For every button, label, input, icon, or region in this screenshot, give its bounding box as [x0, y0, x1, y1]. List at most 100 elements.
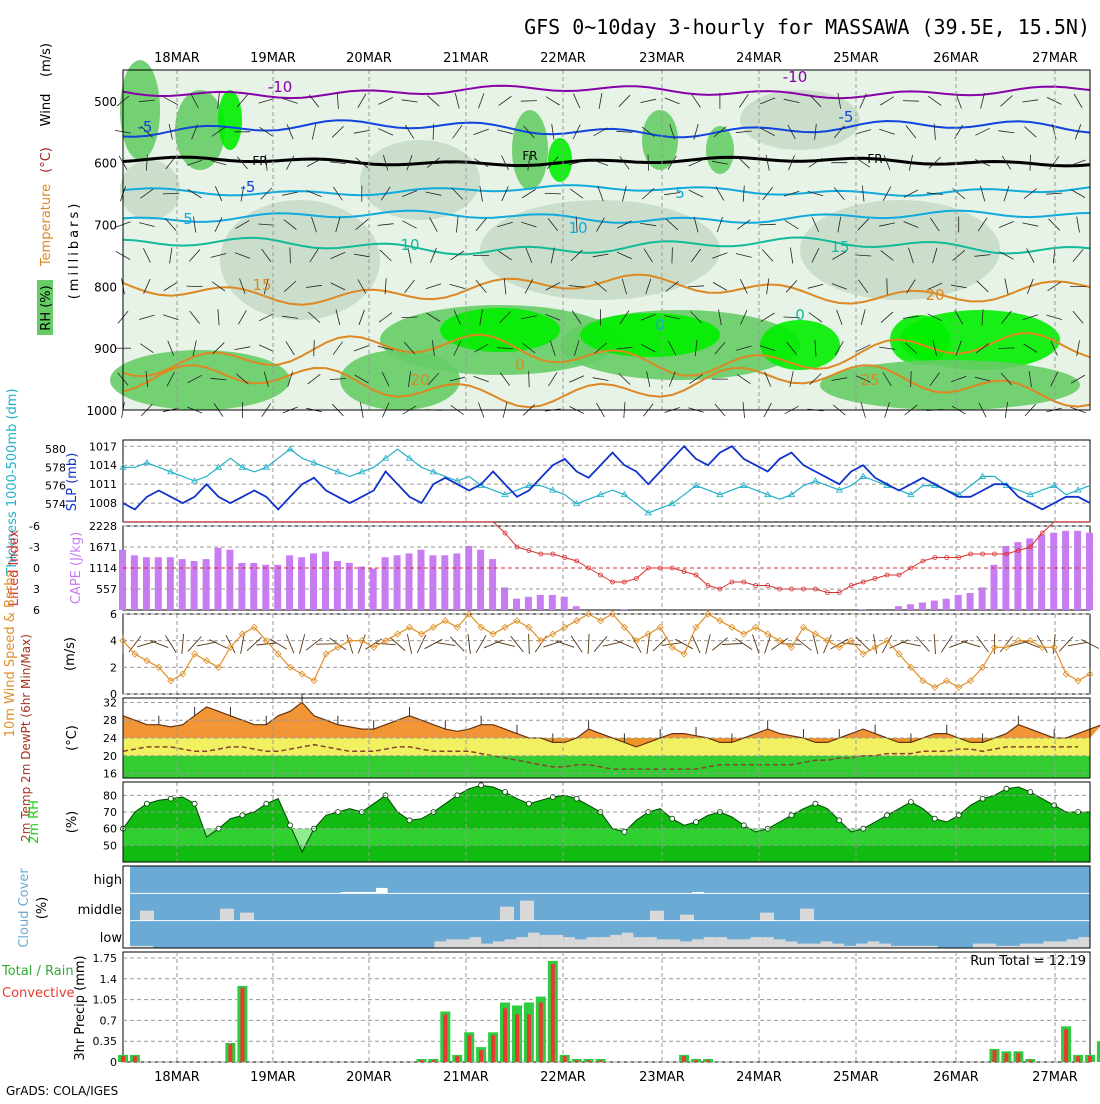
cloud-low-block: [446, 939, 458, 948]
upper-ylabel-millibars: (millibars): [67, 201, 82, 300]
cape-bar: [226, 550, 233, 610]
precip-conv-bar: [1076, 1056, 1080, 1062]
pressure-level-800: 800: [94, 280, 117, 294]
cape-bar: [477, 550, 484, 610]
cape-bar: [967, 593, 974, 610]
cloud-low-block: [879, 944, 891, 948]
li-tick--3: -3: [29, 541, 40, 554]
cape-bar: [167, 557, 174, 610]
cape-bar: [298, 557, 305, 610]
upper-wind-barb: [187, 286, 203, 287]
cape-bar: [250, 563, 257, 610]
precip-conv-bar: [228, 1044, 232, 1062]
wind10-barb: [197, 642, 217, 646]
rh-region-2: [218, 90, 242, 150]
rh2m-point: [622, 830, 627, 835]
chart-title: GFS 0~10day 3-hourly for MASSAWA (39.5E,…: [524, 15, 1090, 39]
cape-tick-1671: 1671: [89, 541, 117, 554]
cloud-low-block: [832, 944, 844, 948]
cloud-mid-block-8: [800, 909, 814, 921]
date-top-20MAR: 20MAR: [346, 51, 392, 66]
wind10-barb: [468, 634, 470, 654]
rh-region-12: [440, 308, 560, 352]
cape-bar: [549, 595, 556, 610]
contour-label-2: -5: [138, 118, 153, 136]
rh2m-point: [1028, 790, 1033, 795]
wind10-barb: [941, 636, 952, 653]
contour-label-10: 10: [568, 219, 587, 237]
wind10-barb: [692, 635, 700, 653]
rh2m-point: [264, 801, 269, 806]
precip-conv-bar: [527, 1014, 531, 1062]
precip-tick-1.05: 1.05: [93, 994, 118, 1007]
wind10-barb: [390, 637, 405, 650]
cloud-low-block: [563, 937, 575, 948]
rh2m-point: [885, 813, 890, 818]
date-top-24MAR: 24MAR: [736, 51, 782, 66]
cloud-mid-block-3: [500, 907, 514, 921]
date-top-21MAR: 21MAR: [443, 51, 489, 66]
precip-tick-1.75: 1.75: [93, 952, 118, 965]
cloud-low-block: [1067, 939, 1079, 948]
precip-conv-bar: [551, 964, 555, 1062]
cloud-low-block: [598, 937, 610, 948]
precip-conv-bar: [682, 1056, 686, 1062]
cloud-low-block: [868, 941, 880, 948]
li-tick-3: 3: [33, 583, 40, 596]
precip-ylabel-unit: 3hr Precip (mm): [73, 955, 88, 1060]
upper-wind-barb: [163, 193, 179, 194]
precip-conv-bar: [479, 1050, 483, 1062]
cloud-mid-block-0: [140, 911, 154, 921]
wind10-barb: [916, 637, 929, 652]
cape-bar: [238, 563, 245, 610]
cloud-low-block: [1078, 937, 1090, 948]
precip-conv-bar: [491, 1035, 495, 1062]
temp2m-unit: (°C): [65, 725, 80, 751]
cape-bar: [322, 552, 329, 610]
panels: 18MAR18MAR19MAR19MAR20MAR20MAR21MAR21MAR…: [1, 43, 1100, 1085]
precip-conv-bar: [420, 1060, 424, 1062]
wind10-barb: [594, 636, 607, 651]
precip-conv-bar: [993, 1050, 997, 1062]
upper-ylabel-temp-unit: (°C): [39, 147, 54, 173]
rh2m-point: [980, 796, 985, 801]
wind10-barb: [1059, 637, 1073, 652]
wind10-barb: [150, 640, 169, 647]
cape-bar: [859, 609, 866, 610]
cape-bar: [155, 557, 162, 610]
footer-credit: GrADS: COLA/IGES: [6, 1084, 118, 1098]
cape-bar: [131, 555, 138, 610]
cape-bar: [203, 559, 210, 610]
pressure-level-1000: 1000: [86, 404, 117, 418]
cloud-low-block: [1020, 944, 1032, 948]
cape-bar: [1074, 531, 1081, 610]
precip-conv-bar: [240, 988, 244, 1062]
wind10-barb: [495, 642, 514, 647]
cloud-low-block: [985, 944, 997, 948]
cape-bar: [406, 553, 413, 610]
thickness-tick-580: 580: [45, 443, 66, 456]
cloud-low-block: [540, 935, 552, 948]
rh2m-point: [908, 800, 913, 805]
wind10-barb: [286, 635, 294, 654]
cape-bar: [310, 553, 317, 610]
slp-tick-1017: 1017: [89, 440, 117, 453]
wind10-barb: [901, 642, 921, 646]
precip-conv-bar: [575, 1060, 579, 1062]
cloud-mid-block-7: [760, 913, 774, 921]
precip-conv-bar: [515, 1014, 519, 1062]
wind10-barb: [188, 637, 201, 652]
wind10-tick-4: 4: [110, 635, 117, 648]
rh-region-18: [820, 360, 1080, 410]
cloud-low-block: [797, 944, 809, 948]
cape-bar: [1002, 546, 1009, 610]
wind10-barb: [182, 634, 184, 654]
wind10-barb: [247, 637, 262, 651]
rh2m-point: [526, 801, 531, 806]
contour-label-0: -10: [268, 78, 293, 96]
wind10-barb: [934, 634, 935, 654]
contour-label-11: 10: [400, 236, 419, 254]
rh2m-point: [813, 801, 818, 806]
temp-band-green: [123, 756, 1090, 778]
